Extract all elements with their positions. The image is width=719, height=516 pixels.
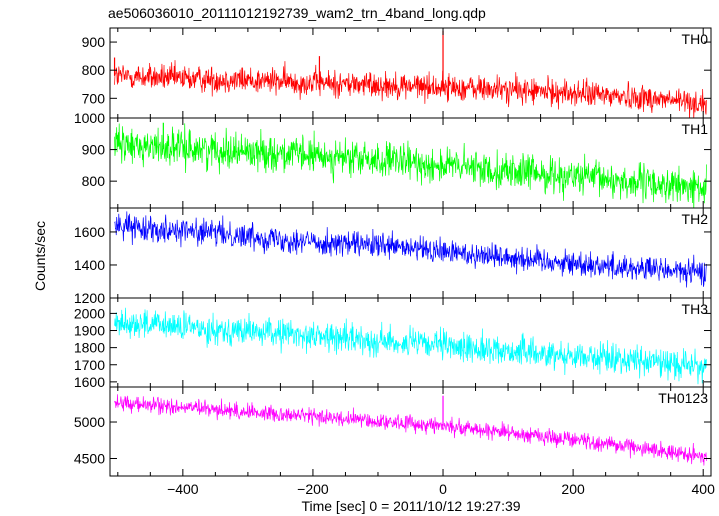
- y-tick-label: 1600: [74, 374, 105, 390]
- panel-th1: 800 900 1000 TH1: [74, 110, 712, 209]
- y-tick-label: 1800: [74, 340, 105, 356]
- panel-th2: 1200 1400 1600 TH2: [74, 207, 712, 306]
- y-tick-label: 900: [82, 142, 106, 158]
- x-axis-label: Time [sec] 0 = 2011/10/12 19:27:39: [301, 498, 520, 514]
- series-label-th1: TH1: [682, 121, 709, 137]
- panel-th0123: 4500 5000 TH0123: [74, 386, 712, 477]
- series-label-th3: TH3: [682, 301, 709, 317]
- x-tick-label: −400: [167, 481, 199, 497]
- y-tick-label: 4500: [74, 450, 105, 466]
- chart-title: ae506036010_20111012192739_wam2_trn_4ban…: [108, 5, 486, 21]
- series-label-th0: TH0: [682, 31, 709, 47]
- series-label-th0123: TH0123: [658, 390, 708, 406]
- x-tick-label: 400: [692, 481, 716, 497]
- panels-group: 700 800 900 TH0 800 900 1000 TH1 1200 1400 1600 TH2…: [74, 27, 716, 497]
- y-tick-label: 5000: [74, 414, 105, 430]
- y-tick-label: 1000: [74, 110, 105, 126]
- series-line-th1: [114, 123, 707, 208]
- y-tick-label: 1900: [74, 323, 105, 339]
- y-tick-label: 1200: [74, 290, 105, 306]
- series-line-th2: [114, 211, 707, 288]
- y-tick-label: 1700: [74, 357, 105, 373]
- y-tick-label: 800: [82, 62, 106, 78]
- series-line-th0123: [114, 394, 707, 466]
- panel-frame: [109, 386, 712, 477]
- panel-th0: 700 800 900 TH0: [82, 27, 712, 119]
- series-line-th3: [114, 307, 707, 385]
- y-axis-label: Counts/sec: [32, 221, 48, 291]
- x-tick-label: −200: [297, 481, 329, 497]
- x-tick-label: 0: [439, 481, 447, 497]
- y-tick-label: 1400: [74, 257, 105, 273]
- y-tick-label: 1600: [74, 224, 105, 240]
- series-label-th2: TH2: [682, 211, 709, 227]
- x-tick-label: 200: [561, 481, 585, 497]
- y-tick-label: 800: [82, 173, 106, 189]
- y-tick-label: 700: [82, 90, 106, 106]
- series-line-th0: [114, 60, 707, 118]
- y-tick-label: 2000: [74, 305, 105, 321]
- y-tick-label: 900: [82, 34, 106, 50]
